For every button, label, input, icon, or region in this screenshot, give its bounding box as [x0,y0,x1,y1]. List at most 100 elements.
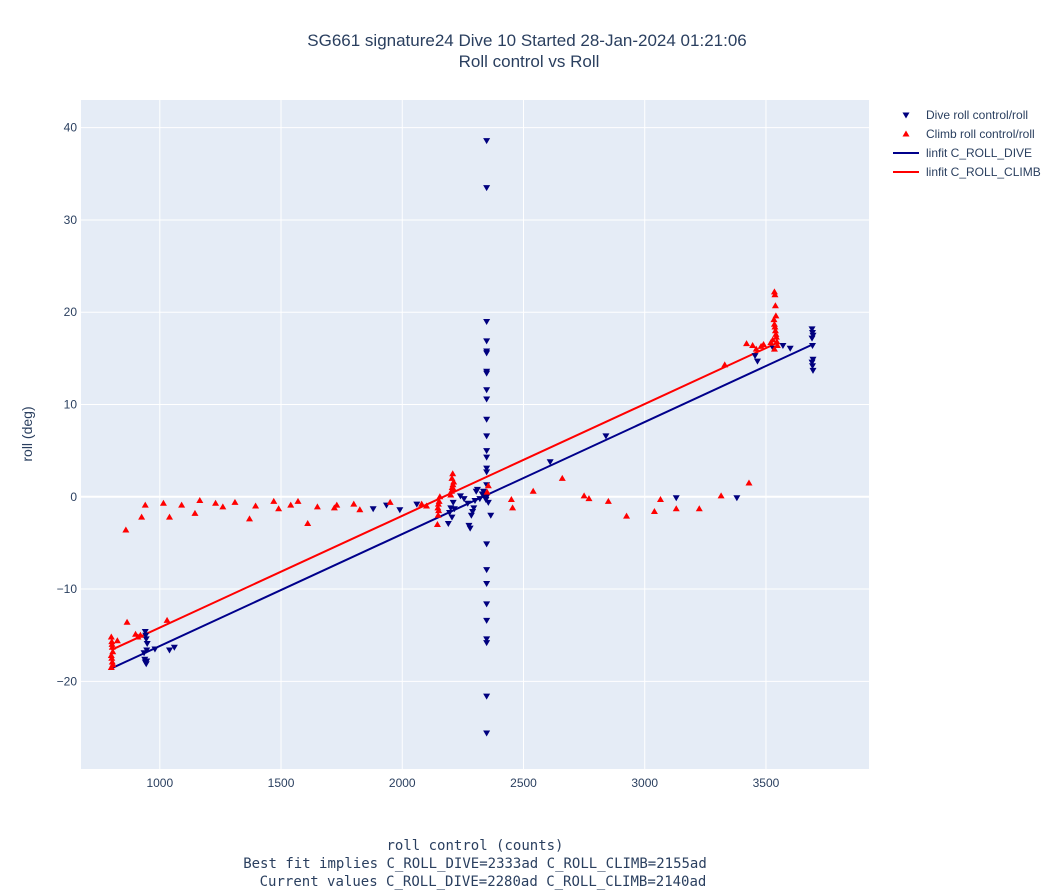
climb-point [772,333,780,340]
climb-point [231,498,239,505]
dive-point [467,512,475,519]
dive-point [483,465,491,472]
dive-point [483,448,491,455]
dive-point [369,506,377,513]
dive-point [779,342,787,349]
climb-point [434,500,442,507]
x-axis-title: roll control (counts) [386,838,563,854]
climb-point [771,302,779,309]
climb-point [760,341,768,348]
dive-point [808,335,816,342]
climb-point [294,497,302,504]
current-values-note: Current values C_ROLL_DIVE=2280ad C_ROLL… [260,874,707,890]
climb-point [178,501,186,508]
legend-entry: linfit C_ROLL_CLIMB [926,165,1041,179]
dive-point [484,499,492,506]
dive-point [483,693,491,700]
climb-point [304,520,312,527]
climb-point [656,496,664,503]
y-tick-label: 40 [64,121,78,135]
y-tick-label: −20 [57,674,78,688]
dive-point [809,367,817,374]
x-tick-label: 1500 [268,776,295,790]
dive-point [165,647,173,654]
dive-point [483,581,491,588]
climb-point [123,618,131,625]
climb-point [721,361,729,368]
climb-point [770,320,778,327]
climb-point [246,515,254,522]
climb-fit-line [110,342,777,651]
legend-entry: Dive roll control/roll [926,108,1028,122]
climb-point [159,499,167,506]
dive-point [449,499,457,506]
legend-entry: Climb roll control/roll [926,127,1035,141]
chart-title: SG661 signature24 Dive 10 Started 28-Jan… [307,31,746,50]
dive-point [483,617,491,624]
dive-point [483,454,491,461]
dive-point [142,632,150,639]
climb-point [585,495,593,502]
dive-point [809,363,817,370]
dive-point [466,525,474,532]
climb-point [219,503,227,510]
climb-point [435,497,443,504]
dive-point [140,650,148,657]
climb-point [449,484,457,491]
climb-point [350,500,358,507]
climb-point [447,491,455,498]
climb-point [212,499,220,506]
dive-point [733,495,741,502]
climb-point [434,504,442,511]
dive-point [483,416,491,423]
x-tick-label: 1000 [146,776,173,790]
climb-point [107,663,115,670]
dive-point [483,541,491,548]
dive-point [487,512,495,519]
climb-point [749,341,757,348]
x-tick-label: 3500 [753,776,780,790]
climb-point [672,505,680,512]
climb-point [773,338,781,345]
climb-point [773,341,781,348]
climb-point [113,637,121,644]
climb-point [107,652,115,659]
dive-point [483,567,491,574]
climb-point [745,479,753,486]
climb-point [772,330,780,337]
dive-point [143,641,151,648]
dive-point [483,493,491,500]
climb-point [313,503,321,510]
climb-point [450,478,458,485]
climb-point [418,500,426,507]
y-tick-label: −10 [57,582,78,596]
climb-point [717,492,725,499]
dive-point [753,358,761,365]
dive-point [546,459,554,466]
y-tick-label: 10 [64,398,78,412]
dive-point [808,359,816,366]
dive-point [444,521,452,528]
dive-point [396,507,404,514]
dive-point [483,396,491,403]
legend: Dive roll control/roll Climb roll control… [893,108,1041,179]
dive-point [786,345,794,352]
dive-point [469,509,477,516]
climb-point [695,505,703,512]
climb-point [650,508,658,515]
climb-point [771,291,779,298]
dive-point [450,506,458,513]
x-tick-label: 2000 [389,776,416,790]
y-tick-labels: −20 −10 0 10 20 30 40 [57,121,78,689]
y-tick-label: 30 [64,213,78,227]
climb-point [136,631,144,638]
dive-point [483,636,491,643]
climb-point [580,492,588,499]
dive-point [483,185,491,192]
climb-point [449,470,457,477]
climb-point [423,502,431,509]
climb-point [448,474,456,481]
dive-point [483,730,491,737]
climb-point [507,496,515,503]
